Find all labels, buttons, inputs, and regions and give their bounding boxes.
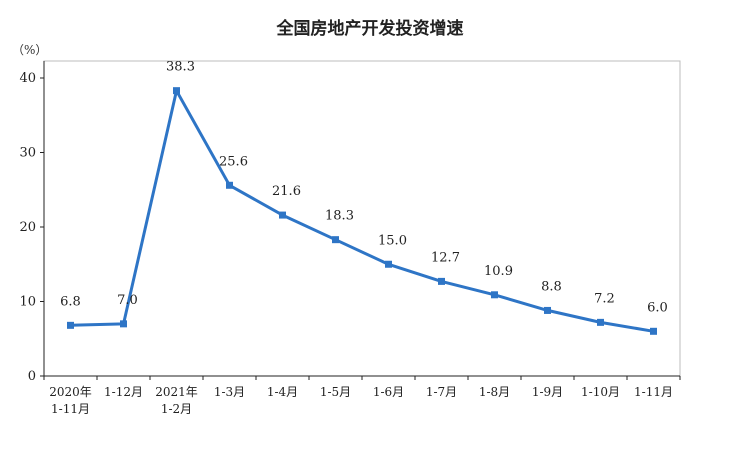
- data-point: [385, 260, 392, 268]
- y-tick-label: 0: [28, 369, 36, 384]
- y-tick-label: 20: [19, 220, 36, 235]
- data-label: 8.8: [541, 279, 562, 294]
- data-label: 12.7: [431, 250, 460, 265]
- x-tick-label: 1-8月: [479, 385, 510, 399]
- data-label: 38.3: [166, 60, 195, 75]
- data-label: 21.6: [272, 184, 301, 199]
- data-point: [67, 321, 74, 329]
- x-tick-label: 1-3月: [214, 385, 245, 399]
- data-label: 15.0: [378, 233, 407, 248]
- series-line: [70, 89, 654, 333]
- x-tick-label: 1-5月: [320, 385, 351, 399]
- data-point: [173, 87, 180, 95]
- data-label: 25.6: [219, 154, 248, 169]
- x-tick-label: 1-4月: [267, 385, 298, 399]
- x-tick-label: 1-7月: [426, 385, 457, 399]
- data-label: 7.2: [594, 291, 615, 306]
- data-label: 18.3: [325, 209, 354, 224]
- data-labels: 6.8 7.0 38.3 25.6 21.6 18.3 15.0 12.7 10.9 8.8 7.2…: [60, 60, 668, 316]
- y-tick-label: 10: [19, 295, 36, 310]
- data-point: [491, 291, 498, 299]
- x-tick-label: 1-9月: [532, 385, 563, 399]
- x-tick-label: 1-10月: [581, 385, 620, 399]
- data-point: [438, 277, 445, 285]
- plot-frame: [43, 60, 681, 377]
- data-point: [120, 320, 127, 328]
- chart-title: 全国房地产开发投资增速: [276, 18, 464, 39]
- data-label: 10.9: [484, 264, 513, 279]
- axes: 0 10 20 30 40 2020年 1-11月 1-12月 2021年 1-2月 1-3月 1-4…: [19, 61, 681, 416]
- x-tick-label: 1-12月: [104, 385, 143, 399]
- y-tick-label: 40: [19, 71, 36, 86]
- data-point: [597, 318, 604, 326]
- x-tick-label: 2021年: [155, 385, 198, 399]
- x-tick-label: 1-6月: [373, 385, 404, 399]
- y-axis-unit: （%）: [12, 43, 47, 57]
- x-tick-label: 1-11月: [634, 385, 673, 399]
- data-point: [279, 211, 286, 219]
- data-label: 7.0: [117, 293, 138, 308]
- data-point: [544, 306, 551, 314]
- series-line-group: [67, 87, 657, 335]
- data-label: 6.8: [60, 294, 81, 309]
- x-tick-label: 1-2月: [161, 402, 192, 416]
- x-tick-label: 1-11月: [51, 402, 90, 416]
- x-tick-label: 2020年: [49, 385, 92, 399]
- data-point: [226, 181, 233, 189]
- y-tick-label: 30: [19, 146, 36, 161]
- data-label: 6.0: [647, 300, 668, 315]
- data-point: [650, 327, 657, 335]
- data-point: [332, 236, 339, 244]
